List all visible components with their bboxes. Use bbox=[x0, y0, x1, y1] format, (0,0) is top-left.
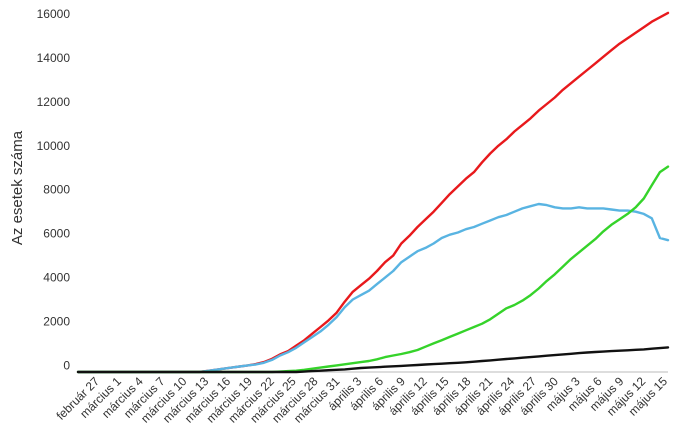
y-axis-label: Az esetek száma bbox=[9, 130, 26, 245]
series-line-2 bbox=[76, 202, 670, 374]
y-tick-label: 0 bbox=[63, 358, 70, 372]
series-group bbox=[76, 11, 670, 374]
y-tick-label: 8000 bbox=[43, 183, 70, 197]
y-tick-label: 10000 bbox=[37, 139, 71, 153]
series-line-3 bbox=[76, 165, 670, 374]
y-tick-label: 4000 bbox=[43, 271, 70, 285]
series-line-1 bbox=[76, 11, 670, 374]
y-axis-ticks: 0 2000 4000 6000 8000 10000 12000 14000 16000 bbox=[37, 7, 71, 372]
y-tick-label: 14000 bbox=[37, 51, 71, 65]
y-tick-label: 12000 bbox=[37, 95, 71, 109]
y-tick-label: 16000 bbox=[37, 7, 71, 21]
y-tick-label: 6000 bbox=[43, 227, 70, 241]
series-line-4 bbox=[76, 346, 670, 374]
y-tick-label: 2000 bbox=[43, 314, 70, 328]
